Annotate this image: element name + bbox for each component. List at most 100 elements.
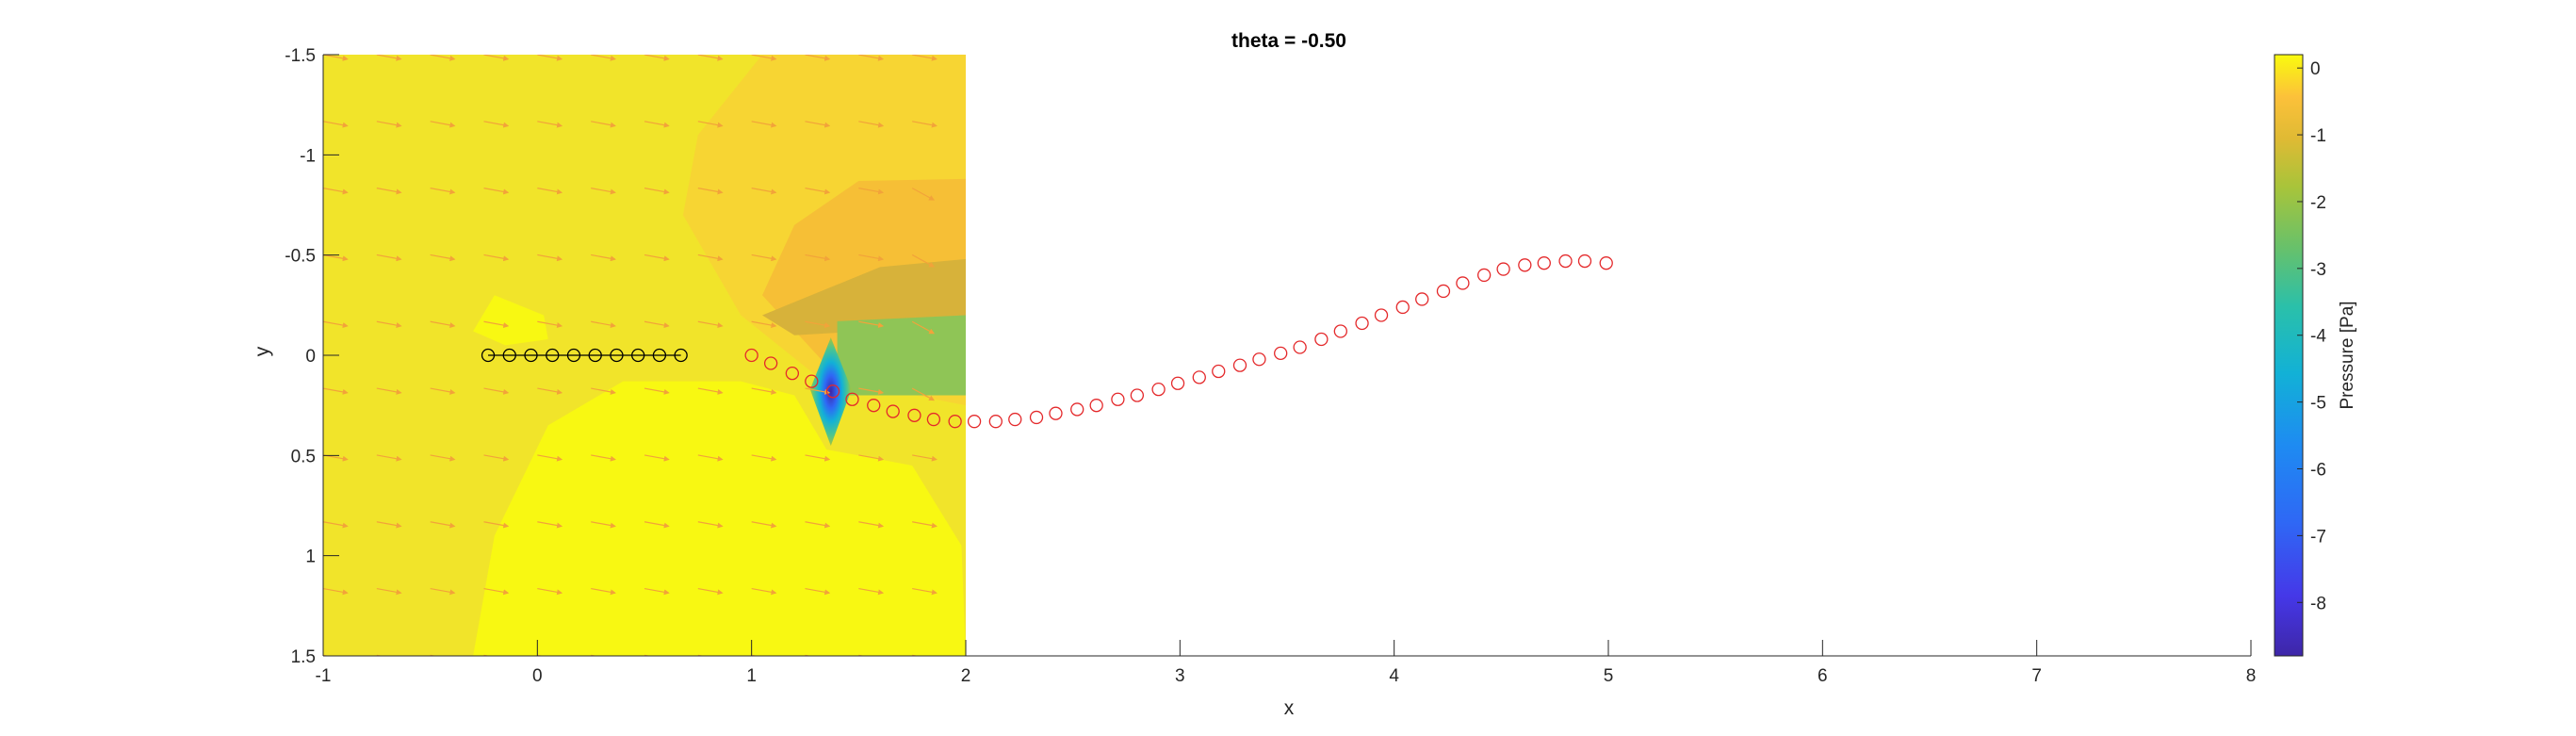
velocity-arrow bbox=[323, 121, 349, 128]
velocity-arrow bbox=[591, 254, 616, 262]
velocity-arrow bbox=[323, 587, 349, 596]
velocity-arrow bbox=[483, 121, 510, 128]
velocity-arrow bbox=[483, 254, 510, 262]
data-point bbox=[524, 348, 538, 363]
x-tick-label: 6 bbox=[1818, 666, 1828, 686]
colorbar-tick-label: -1 bbox=[2310, 126, 2326, 146]
velocity-arrow bbox=[805, 55, 831, 61]
colorbar-tick-label: -7 bbox=[2310, 527, 2326, 547]
velocity-arrow bbox=[430, 387, 456, 395]
data-point bbox=[763, 356, 778, 370]
velocity-arrow bbox=[323, 55, 349, 61]
data-point bbox=[867, 399, 881, 413]
data-point bbox=[1395, 300, 1410, 315]
velocity-arrows bbox=[323, 55, 966, 656]
velocity-arrow bbox=[911, 254, 936, 268]
velocity-arrow bbox=[430, 188, 456, 195]
velocity-arrow bbox=[697, 521, 724, 529]
velocity-arrow bbox=[430, 587, 456, 596]
y-axis-label: y bbox=[252, 346, 273, 356]
field-leading-edge-patch bbox=[473, 295, 548, 346]
velocity-arrow bbox=[537, 320, 563, 329]
x-tick-label: 2 bbox=[961, 666, 971, 686]
velocity-arrow bbox=[483, 320, 510, 329]
velocity-arrow bbox=[858, 387, 885, 395]
velocity-arrow bbox=[858, 521, 885, 529]
velocity-arrow bbox=[537, 55, 563, 61]
data-point bbox=[1212, 364, 1226, 379]
data-point bbox=[1029, 410, 1044, 425]
velocity-arrow bbox=[858, 188, 885, 195]
data-point bbox=[967, 415, 982, 429]
data-point bbox=[1518, 258, 1532, 272]
velocity-arrow bbox=[591, 121, 616, 128]
velocity-arrow bbox=[376, 587, 402, 596]
velocity-arrow bbox=[376, 320, 402, 329]
velocity-arrow bbox=[376, 254, 402, 262]
velocity-arrow bbox=[805, 387, 831, 395]
velocity-arrow bbox=[537, 454, 563, 462]
velocity-arrow bbox=[483, 587, 510, 596]
velocity-arrow bbox=[537, 188, 563, 195]
x-tick-label: 1 bbox=[746, 666, 757, 686]
velocity-arrow bbox=[697, 121, 724, 128]
velocity-arrow bbox=[644, 320, 670, 329]
velocity-arrow bbox=[644, 521, 670, 529]
data-point bbox=[825, 384, 840, 399]
velocity-arrow bbox=[751, 587, 777, 596]
velocity-arrow bbox=[858, 320, 885, 329]
velocity-arrow bbox=[483, 188, 510, 195]
velocity-arrow bbox=[591, 587, 616, 596]
velocity-arrow bbox=[751, 387, 777, 395]
x-tick-label: 0 bbox=[532, 666, 543, 686]
velocity-arrow bbox=[644, 188, 670, 195]
data-point bbox=[1008, 412, 1022, 427]
velocity-arrow bbox=[644, 387, 670, 395]
series-2 bbox=[744, 254, 1613, 429]
data-point bbox=[1089, 399, 1103, 413]
velocity-arrow bbox=[591, 521, 616, 529]
data-point bbox=[1232, 358, 1247, 372]
data-point bbox=[886, 404, 900, 418]
data-point bbox=[744, 348, 758, 363]
velocity-arrow bbox=[537, 587, 563, 596]
data-point bbox=[1333, 324, 1347, 338]
data-point bbox=[1496, 262, 1510, 276]
velocity-arrow bbox=[965, 254, 966, 256]
y-tick-label: 1 bbox=[305, 548, 316, 567]
low-pressure-core bbox=[809, 337, 852, 447]
data-point bbox=[652, 348, 667, 363]
data-point bbox=[481, 348, 496, 363]
colorbar-tick-label: -4 bbox=[2310, 327, 2326, 347]
data-point bbox=[907, 408, 921, 422]
colorbar-tick-label: -5 bbox=[2310, 394, 2326, 414]
field-wake-green bbox=[837, 315, 966, 396]
velocity-arrow bbox=[751, 254, 777, 262]
data-point bbox=[610, 348, 624, 363]
pressure-field bbox=[323, 55, 966, 656]
velocity-arrow bbox=[751, 320, 777, 329]
data-point bbox=[674, 348, 688, 363]
y-tick-label: -0.5 bbox=[285, 247, 316, 267]
velocity-arrow bbox=[805, 587, 831, 596]
series-layer bbox=[481, 254, 1613, 429]
velocity-arrow bbox=[430, 55, 456, 61]
velocity-arrow bbox=[591, 454, 616, 462]
velocity-arrow bbox=[644, 454, 670, 462]
colorbar-ticks: 0 -1 -2 -3 -4 -5 -6 -7 -8 bbox=[2297, 59, 2326, 613]
velocity-arrow bbox=[323, 188, 349, 195]
velocity-arrow bbox=[376, 121, 402, 128]
velocity-arrow bbox=[805, 320, 831, 329]
data-point bbox=[1436, 284, 1451, 299]
data-point bbox=[1374, 308, 1389, 322]
velocity-arrow bbox=[965, 454, 966, 456]
velocity-arrow bbox=[537, 521, 563, 529]
velocity-arrow bbox=[376, 521, 402, 529]
colorbar-gradient bbox=[2274, 54, 2304, 657]
data-point bbox=[1151, 383, 1166, 397]
chart-title: theta = -0.50 bbox=[1231, 30, 1346, 52]
velocity-arrow bbox=[965, 55, 966, 56]
velocity-arrow bbox=[591, 320, 616, 329]
velocity-arrow bbox=[430, 254, 456, 262]
data-point bbox=[1274, 346, 1288, 361]
